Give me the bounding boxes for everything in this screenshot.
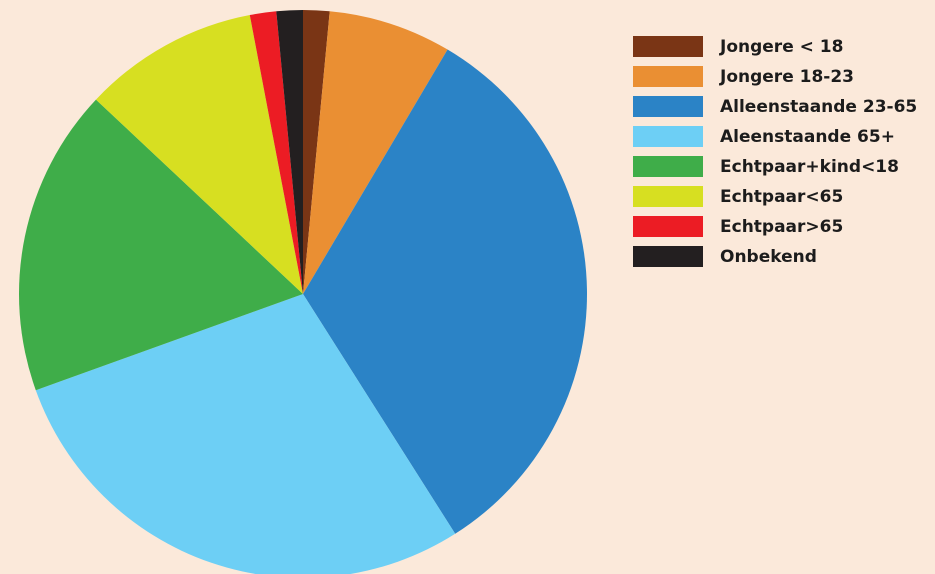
legend-swatch [633,156,703,177]
legend-swatch [633,36,703,57]
legend-label: Jongere 18-23 [720,66,855,87]
legend-item-3: Aleenstaande 65+ [633,122,917,151]
pie-plot [19,10,587,574]
legend-item-0: Jongere < 18 [633,32,917,61]
legend-item-5: Echtpaar<65 [633,182,917,211]
legend-item-4: Echtpaar+kind<18 [633,152,917,181]
pie-slice-6 [249,11,303,294]
legend-label: Echtpaar>65 [720,216,844,237]
pie-slice-7 [276,10,303,294]
legend-item-2: Alleenstaande 23-65 [633,92,917,121]
pie-slice-0 [303,10,330,294]
legend-label: Jongere < 18 [720,36,844,57]
pie-slice-3 [35,294,456,574]
pie-slice-5 [95,15,303,295]
legend-item-1: Jongere 18-23 [633,62,917,91]
legend-swatch [633,216,703,237]
legend-swatch [633,126,703,147]
legend-item-7: Onbekend [633,242,917,271]
legend-swatch [633,246,703,267]
legend-label: Echtpaar+kind<18 [720,156,899,177]
pie-slice-4 [19,99,303,391]
pie-slice-1 [303,11,448,294]
legend-label: Alleenstaande 23-65 [720,96,918,117]
legend-swatch [633,186,703,207]
legend-label: Onbekend [720,246,817,267]
legend-item-6: Echtpaar>65 [633,212,917,241]
legend-swatch [633,66,703,87]
legend-label: Echtpaar<65 [720,186,844,207]
legend: Jongere < 18 Jongere 18-23 Alleenstaande 2… [633,32,917,272]
pie-slice-2 [303,49,587,534]
legend-label: Aleenstaande 65+ [720,126,895,147]
legend-swatch [633,96,703,117]
